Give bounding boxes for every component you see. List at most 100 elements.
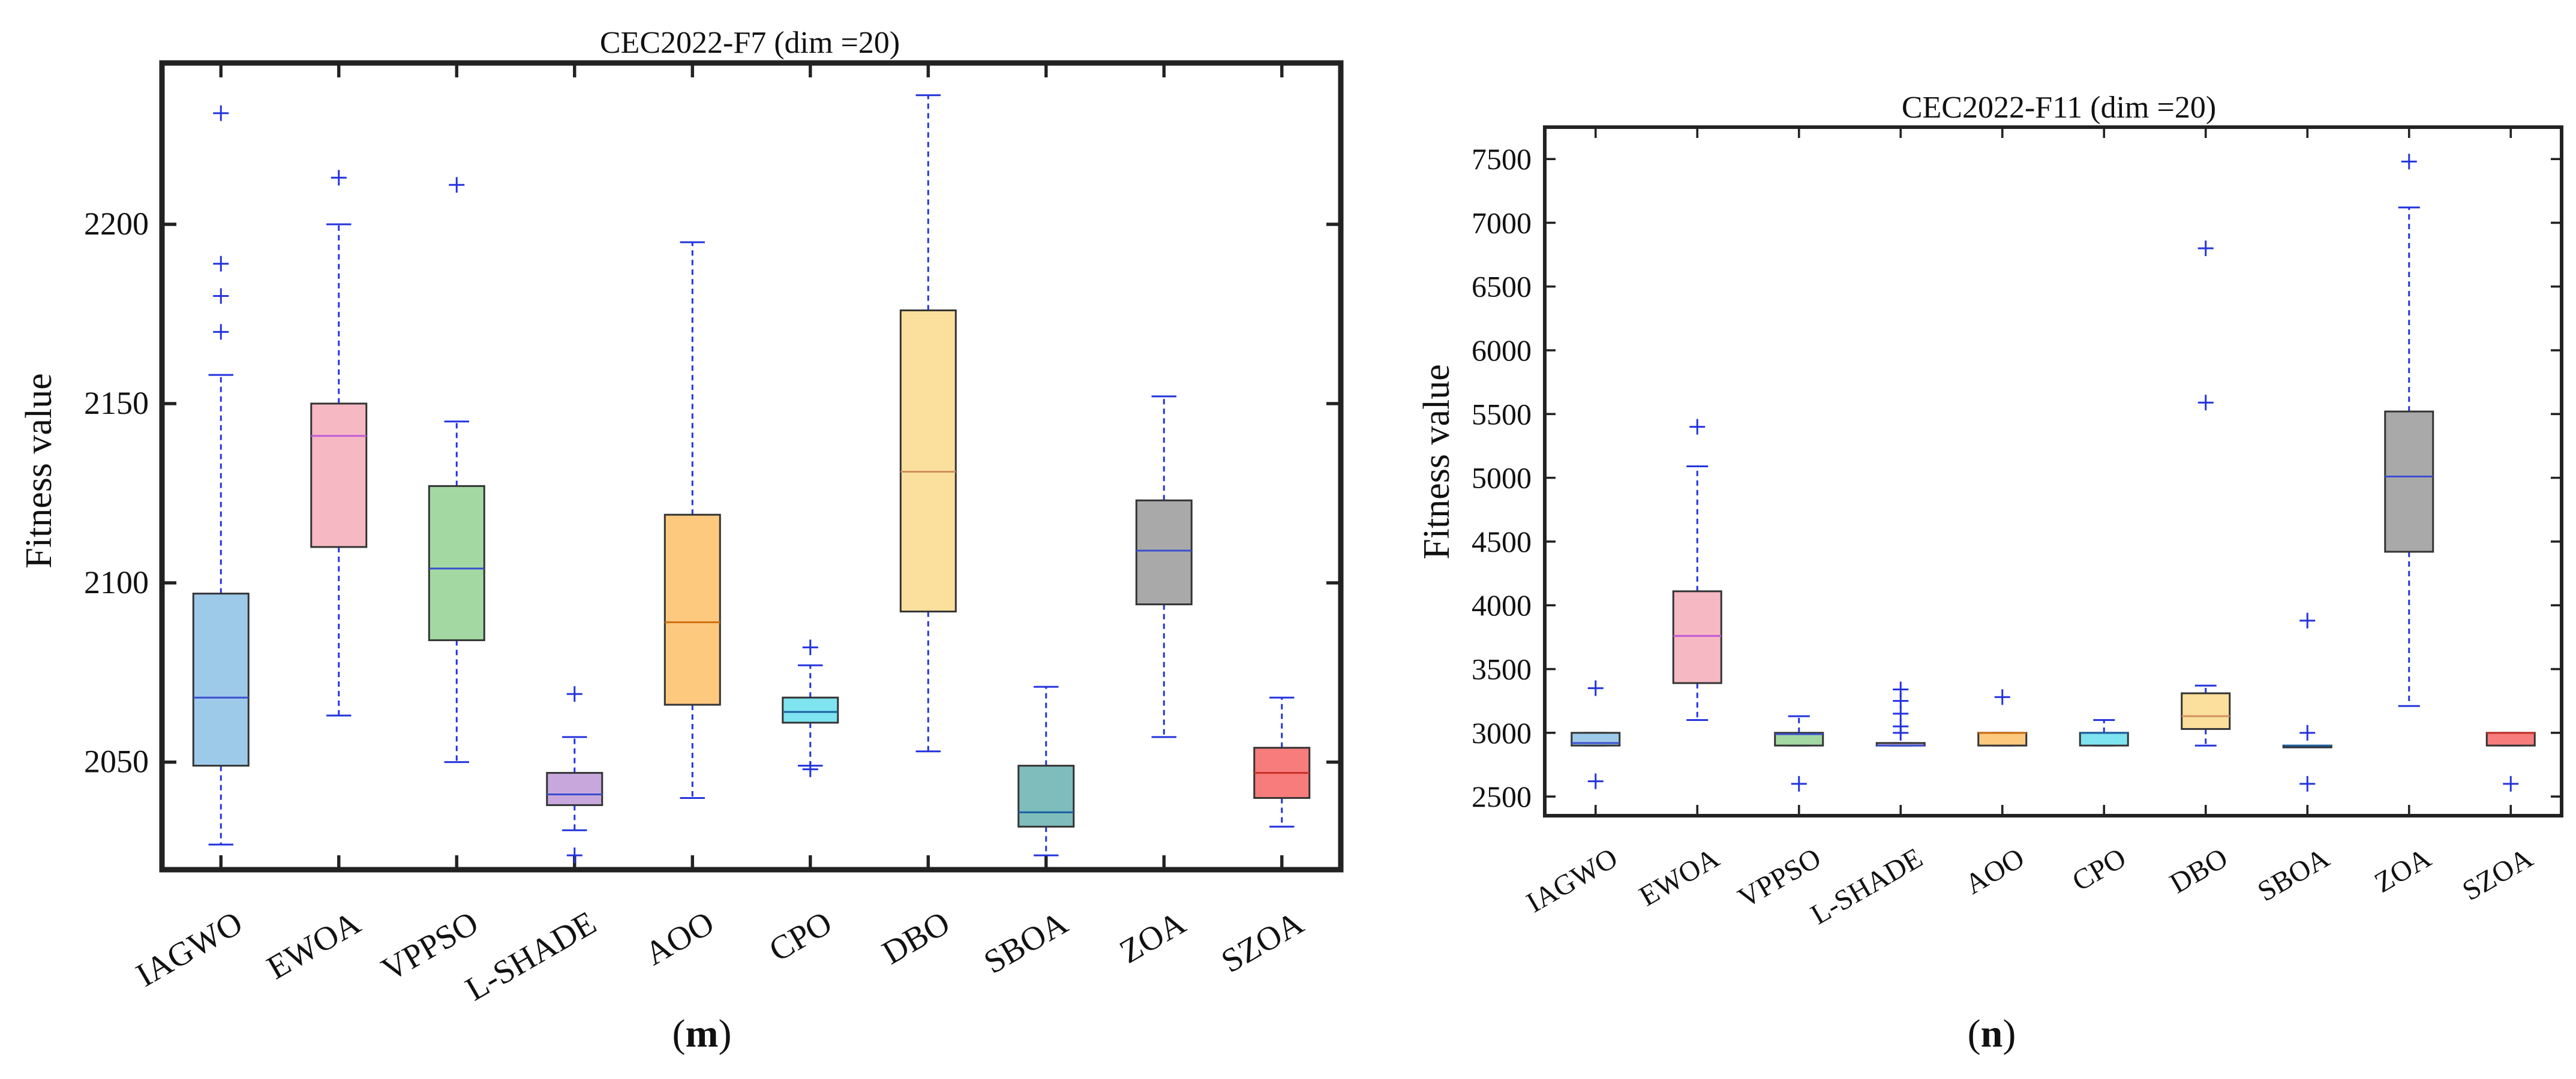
outlier-marker [1587,773,1604,789]
box-body [2079,732,2129,747]
outlier-marker [1587,680,1604,696]
box-cpo [2079,719,2129,747]
y-tick-label: 4500 [1472,525,1532,558]
outlier-marker [213,324,229,340]
x-tick-label: AOO [639,904,720,973]
chart-n-panel-letter: n [1981,1012,2003,1056]
x-tick-label: IAGWO [1521,842,1623,919]
chart-n-panel-label: (n) [1968,1012,2016,1056]
chart-m-title: CEC2022-F7 (dim =20) [600,26,900,60]
outlier-marker [566,847,583,864]
x-tick-label: SZOA [2457,841,2538,907]
box-dbo [2181,240,2231,747]
x-tick-label: EWOA [261,904,367,987]
box-aoo [663,241,721,799]
x-tick-label: L-SHADE [460,904,602,1008]
box-sboa [2282,612,2332,792]
box-body [192,593,250,767]
box-l-shade [546,686,604,864]
outlier-marker [566,686,583,702]
y-tick-label: 2150 [84,385,149,421]
box-vppso [428,177,485,764]
y-tick-label: 5000 [1472,461,1532,495]
box-body [1017,765,1075,828]
box-iagwo [192,105,250,846]
x-tick-label: L-SHADE [1805,842,1928,931]
y-tick-label: 4000 [1472,588,1532,622]
outlier-marker [802,639,818,656]
x-tick-label: CPO [763,904,838,969]
box-body [2384,410,2434,553]
box-body [546,772,604,806]
x-tick-label: IAGWO [130,904,249,994]
box-body [1672,590,1722,684]
y-tick-label: 6000 [1472,333,1532,367]
box-ewoa [1672,419,1722,722]
box-l-shade [1875,681,1926,747]
outlier-marker [2503,776,2519,792]
y-tick-label: 5500 [1472,397,1532,431]
x-tick-label: DBO [2164,842,2233,900]
box-szoa [1253,696,1311,828]
y-tick-label: 3500 [1472,653,1532,686]
outlier-marker [213,256,229,272]
outlier-marker [2299,776,2316,792]
box-body [310,402,368,548]
box-dbo [899,94,957,753]
box-sboa [1017,686,1075,856]
box-cpo [782,639,839,777]
outlier-marker [1791,776,1807,792]
outlier-marker [1893,681,1909,698]
x-tick-label: ZOA [2369,841,2436,898]
y-tick-label: 3000 [1472,716,1532,750]
chart-panel-m: CEC2022-F7 (dim =20) Fitness value 2050 2… [19,26,1344,1056]
box-body [782,696,839,724]
y-tick-label: 2100 [84,564,149,600]
box-body [2181,692,2231,730]
outlier-marker [2197,240,2214,256]
box-aoo [1977,689,2028,747]
outlier-marker [331,170,347,186]
outlier-marker [2299,725,2316,741]
box-zoa [1135,395,1193,738]
y-tick-label: 2050 [84,744,149,780]
box-vppso [1774,715,1824,792]
box-body [2485,732,2536,747]
y-tick-label: 2200 [84,206,149,242]
x-tick-label: SBOA [978,904,1074,981]
x-tick-label: ZOA [1113,904,1192,971]
y-tick-label: 6500 [1472,270,1532,303]
chart-n-plot-area: 2500 3000 3500 4000 4500 5000 5500 6000 6500 7000… [1472,125,2563,931]
outlier-marker [213,105,229,121]
box-ewoa [310,170,368,717]
chart-n-ylabel: Fitness value [1416,364,1457,559]
chart-m-panel-label: (m) [672,1012,732,1056]
y-tick-label: 7500 [1472,142,1532,176]
box-body [899,309,957,613]
x-tick-label: CPO [2067,842,2131,898]
box-body [428,485,485,641]
chart-n-title: CEC2022-F11 (dim =20) [1902,91,2216,125]
chart-m-panel-letter: m [686,1012,719,1056]
outlier-marker [1689,419,1706,435]
outlier-marker [213,288,229,304]
box-body [1135,499,1193,606]
x-tick-label: SBOA [2252,841,2335,907]
outlier-marker [2299,612,2316,629]
outlier-marker [1994,689,2010,705]
chart-m-ylabel: Fitness value [19,373,59,568]
x-tick-label: AOO [1960,842,2030,901]
x-tick-label: SZOA [1215,904,1310,980]
box-body [663,513,721,706]
y-tick-label: 7000 [1472,206,1532,239]
box-iagwo [1571,680,1621,789]
outlier-marker [2401,154,2417,170]
outlier-marker [802,761,818,777]
box-zoa [2384,154,2434,707]
axes-frame [1543,125,2563,817]
x-tick-label: EWOA [1634,841,1725,912]
box-body [1774,732,1824,747]
x-tick-label: DBO [876,904,956,972]
